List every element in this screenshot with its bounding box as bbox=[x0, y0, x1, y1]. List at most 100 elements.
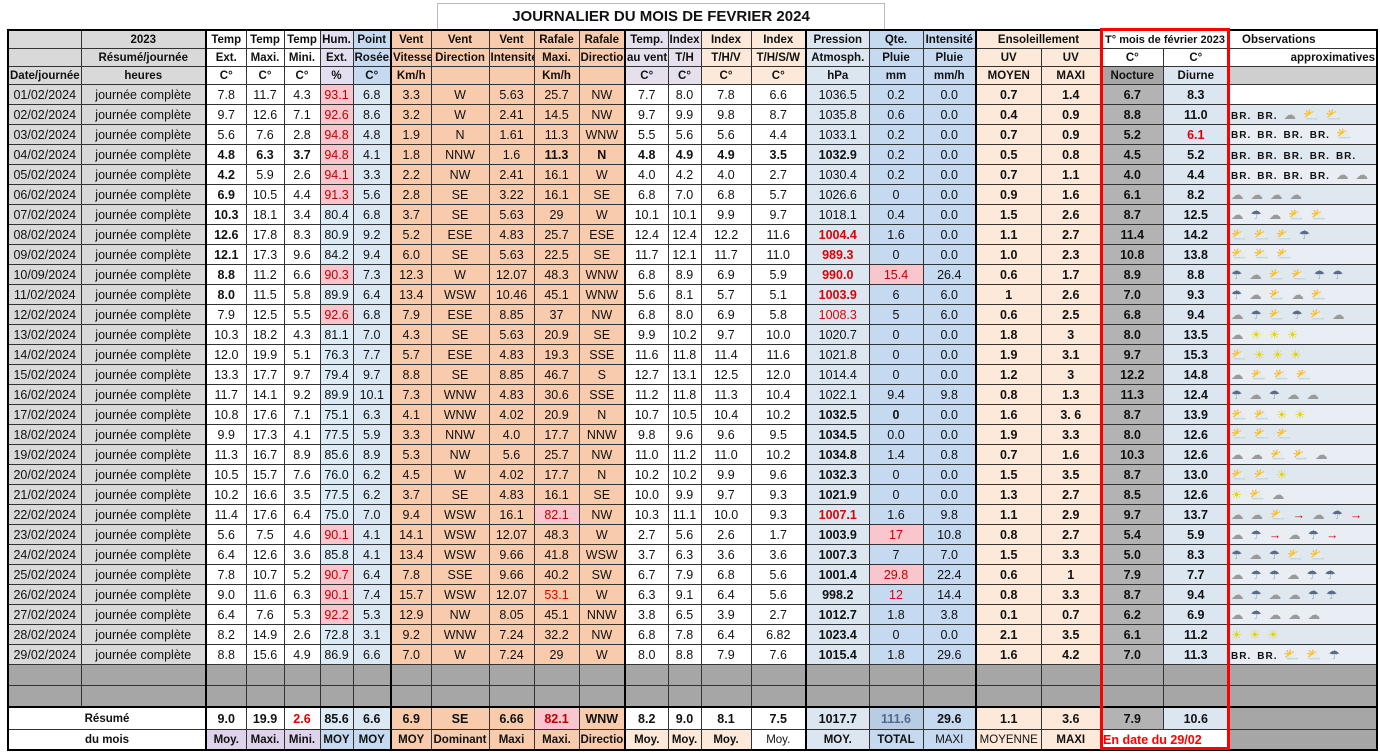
value-cell: 0.0 bbox=[922, 344, 977, 365]
value-cell: 6.4 bbox=[205, 604, 247, 625]
empty-cell bbox=[80, 664, 207, 686]
header-cell: Ext. bbox=[205, 48, 247, 67]
value-cell: 16.1 bbox=[533, 184, 580, 205]
value-cell: 1032.3 bbox=[805, 464, 870, 485]
value-cell: 7.6 bbox=[750, 644, 807, 665]
header-cell: T/H bbox=[667, 48, 702, 67]
value-cell: WNW bbox=[430, 384, 490, 405]
empty-cell bbox=[488, 664, 535, 686]
value-cell: 7.9 bbox=[205, 304, 247, 325]
value-cell: SSE bbox=[578, 384, 626, 405]
value-cell: W bbox=[578, 524, 626, 545]
wind-icon: → bbox=[1349, 507, 1364, 522]
cloud-icon: ☁ bbox=[1268, 608, 1283, 622]
value-cell: 1032.9 bbox=[805, 144, 870, 165]
sun-cloud-icon: ⛅ bbox=[1253, 247, 1271, 261]
value-cell: 12.5 bbox=[700, 364, 752, 385]
value-cell: 10.8 bbox=[205, 404, 247, 425]
rain-icon: ☂ bbox=[1268, 547, 1281, 562]
sun-cloud-icon: ⛅ bbox=[1295, 367, 1313, 382]
value-cell: 3.8 bbox=[624, 604, 669, 625]
value-cell: 80.9 bbox=[319, 224, 354, 245]
summary-value: 7.5 bbox=[750, 706, 807, 730]
empty-cell bbox=[533, 685, 580, 708]
value-cell: 1001.4 bbox=[805, 564, 870, 585]
value-cell: 17.7 bbox=[533, 424, 580, 445]
value-cell: 4.3 bbox=[283, 324, 321, 345]
observation-cell: ⛅ ☀ ☀ ☀ bbox=[1228, 344, 1378, 365]
value-cell: 16.1 bbox=[533, 484, 580, 505]
value-cell: 4.83 bbox=[488, 344, 535, 365]
value-cell: 9.6 bbox=[700, 424, 752, 445]
value-cell: 12.9 bbox=[390, 604, 432, 625]
date-cell: 11/02/2024 bbox=[7, 284, 82, 305]
value-cell: 12.4 bbox=[1162, 384, 1230, 405]
cloud-icon: ☁ bbox=[1286, 388, 1301, 402]
date-cell: 07/02/2024 bbox=[7, 204, 82, 225]
br-icon: BR. bbox=[1231, 110, 1252, 122]
sun-cloud-icon: ⛅ bbox=[1302, 107, 1320, 122]
date-cell: 14/02/2024 bbox=[7, 344, 82, 365]
value-cell: 8.8 bbox=[1162, 264, 1230, 285]
observation-cell: BR. BR. ⛅ ⛅ ☂ bbox=[1228, 644, 1378, 665]
summary-unit-label: MAXI bbox=[1040, 729, 1102, 751]
value-cell: 10.3 bbox=[205, 204, 247, 225]
empty-cell bbox=[430, 664, 490, 686]
value-cell: 5.7 bbox=[750, 184, 807, 205]
summary-label-cell: journée complète bbox=[80, 524, 207, 545]
value-cell: 6.8 bbox=[352, 84, 392, 105]
header-cell: C° bbox=[352, 66, 392, 85]
summary-label-cell: journée complète bbox=[80, 504, 207, 525]
value-cell: 2.9 bbox=[1040, 504, 1102, 525]
value-cell: 0.0 bbox=[922, 104, 977, 125]
sun-cloud-icon: ⛅ bbox=[1250, 367, 1268, 382]
value-cell: NW bbox=[578, 504, 626, 525]
sun-icon: ☀ bbox=[1267, 628, 1280, 642]
value-cell: 7.7 bbox=[352, 344, 392, 365]
value-cell: 94.8 bbox=[319, 144, 354, 165]
value-cell: 9.4 bbox=[352, 244, 392, 265]
header-cell: approximatives bbox=[1228, 48, 1378, 67]
cloud-icon: ☁ bbox=[1249, 287, 1263, 302]
value-cell: 8.0 bbox=[667, 84, 702, 105]
value-cell: 1.5 bbox=[975, 464, 1042, 485]
cloud-icon: ☁ bbox=[1231, 588, 1245, 602]
value-cell: NW bbox=[578, 444, 626, 465]
value-cell: ESE bbox=[430, 344, 490, 365]
rain-icon: ☂ bbox=[1298, 227, 1311, 242]
observation-cell: ☀ ⛅ ☁ bbox=[1228, 484, 1378, 505]
empty-row bbox=[7, 685, 1378, 708]
value-cell: 9.9 bbox=[700, 464, 752, 485]
value-cell: 0.2 bbox=[868, 164, 924, 185]
value-cell: 6.7 bbox=[624, 564, 669, 585]
summary-label-cell: journée complète bbox=[80, 124, 207, 145]
header-cell bbox=[488, 66, 535, 85]
value-cell: 1.9 bbox=[390, 124, 432, 145]
value-cell: 7.1 bbox=[283, 404, 321, 425]
value-cell: 5.63 bbox=[488, 204, 535, 225]
sun-cloud-icon: ⛅ bbox=[1306, 647, 1323, 662]
date-cell: 18/02/2024 bbox=[7, 424, 82, 445]
value-cell: 9.3 bbox=[750, 484, 807, 505]
cloud-icon: ☁ bbox=[1286, 568, 1301, 582]
value-cell: 6.8 bbox=[624, 304, 669, 325]
observation-cell: BR. BR. BR. BR. ⛅ bbox=[1228, 124, 1378, 145]
header-cell: heures bbox=[80, 66, 207, 85]
value-cell: 0.9 bbox=[1040, 124, 1102, 145]
date-note: En date du 29/02 bbox=[1100, 729, 1230, 751]
value-cell: 6.3 bbox=[352, 404, 392, 425]
value-cell: 1.6 bbox=[868, 504, 924, 525]
value-cell: 9.7 bbox=[1100, 344, 1164, 365]
value-cell: 85.6 bbox=[319, 444, 354, 465]
value-cell: 0 bbox=[868, 624, 924, 645]
header-cell: Qte. bbox=[868, 29, 924, 49]
value-cell: 10.4 bbox=[750, 384, 807, 405]
value-cell: 5.6 bbox=[750, 564, 807, 585]
date-cell: 28/02/2024 bbox=[7, 624, 82, 645]
value-cell: 1.8 bbox=[868, 604, 924, 625]
date-cell: 05/02/2024 bbox=[7, 164, 82, 185]
value-cell: 12.0 bbox=[750, 364, 807, 385]
value-cell: 5.6 bbox=[205, 124, 247, 145]
value-cell: 10.2 bbox=[750, 404, 807, 425]
value-cell: 4.2 bbox=[205, 164, 247, 185]
